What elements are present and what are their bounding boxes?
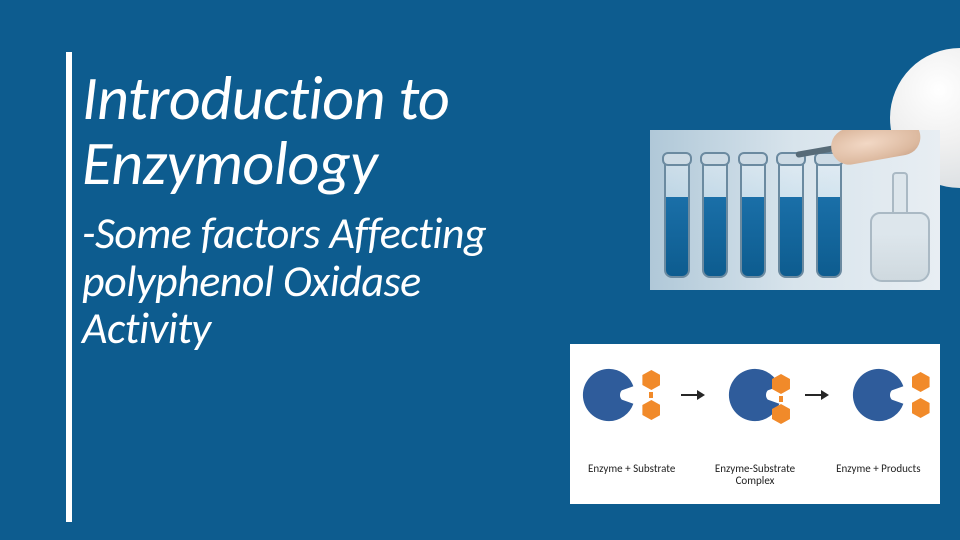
arrow-icon xyxy=(681,390,705,400)
test-tubes-image xyxy=(650,130,940,290)
title-line-2: Enzymology xyxy=(82,125,377,201)
diagram-labels: Enzyme + Substrate Enzyme-Substrate Comp… xyxy=(570,463,940,488)
diagram-label-1: Enzyme + Substrate xyxy=(577,463,687,488)
enzyme-icon xyxy=(580,366,638,424)
diagram-stage-3 xyxy=(850,366,930,424)
slide-subtitle: -Some factors Affecting polyphenol Oxida… xyxy=(82,210,646,353)
test-tube-icon xyxy=(778,158,804,278)
products-icon xyxy=(912,372,930,418)
diagram-label-3: Enzyme + Products xyxy=(823,463,933,488)
tube-row xyxy=(664,158,842,278)
text-block: Introduction to Enzymology -Some factors… xyxy=(66,66,646,353)
test-tube-icon xyxy=(702,158,728,278)
diagram-stage-2 xyxy=(726,366,784,424)
diagram-label-2: Enzyme-Substrate Complex xyxy=(700,463,810,488)
arrow-icon xyxy=(805,390,829,400)
enzyme-diagram: Enzyme + Substrate Enzyme-Substrate Comp… xyxy=(570,344,940,504)
subtitle-line-3: Activity xyxy=(82,301,211,355)
enzyme-substrate-complex-icon xyxy=(726,366,784,424)
substrate-icon xyxy=(642,370,660,420)
test-tube-icon xyxy=(664,158,690,278)
subtitle-line-1: -Some factors Affecting xyxy=(82,206,486,260)
test-tube-icon xyxy=(740,158,766,278)
subtitle-line-2: polyphenol Oxidase xyxy=(82,254,421,308)
diagram-stage-1 xyxy=(580,366,660,424)
enzyme-icon xyxy=(850,366,908,424)
diagram-shapes-row xyxy=(570,366,940,424)
pipette-hand-icon xyxy=(793,130,917,174)
flask-icon xyxy=(870,172,930,282)
test-tube-icon xyxy=(816,158,842,278)
slide-title: Introduction to Enzymology xyxy=(82,66,646,196)
